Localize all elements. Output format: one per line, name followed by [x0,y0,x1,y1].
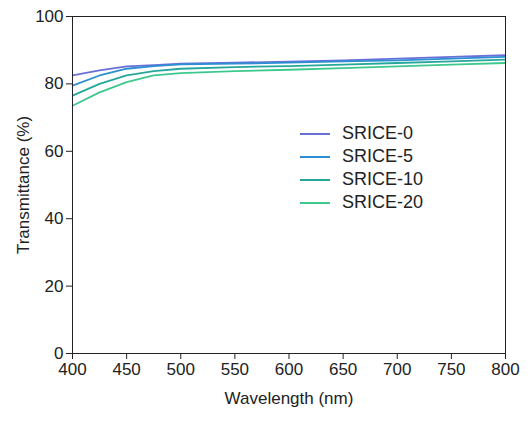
html-text:SRICE-10: SRICE-10 [342,169,423,189]
svg-text:500: 500 [167,360,195,379]
svg-text:0: 0 [54,343,64,363]
svg-text:600: 600 [275,360,303,379]
svg-text:450: 450 [112,360,140,379]
html-text:SRICE-20: SRICE-20 [342,192,423,212]
svg-text:Wavelength (nm): Wavelength (nm) [225,389,354,408]
svg-text:800: 800 [491,360,519,379]
svg-text:60: 60 [45,142,64,161]
svg-text:100: 100 [35,7,63,26]
svg-text:750: 750 [437,360,465,379]
svg-text:80: 80 [45,74,64,93]
svg-text:Transmittance (%): Transmittance (%) [14,116,33,254]
html-text:SRICE-5: SRICE-5 [342,146,413,166]
html-text:SRICE-0: SRICE-0 [342,123,413,143]
svg-text:550: 550 [221,360,249,379]
svg-text:700: 700 [383,360,411,379]
svg-text:400: 400 [58,360,86,379]
svg-text:20: 20 [45,277,64,296]
svg-text:40: 40 [45,209,64,228]
svg-text:650: 650 [329,360,357,379]
